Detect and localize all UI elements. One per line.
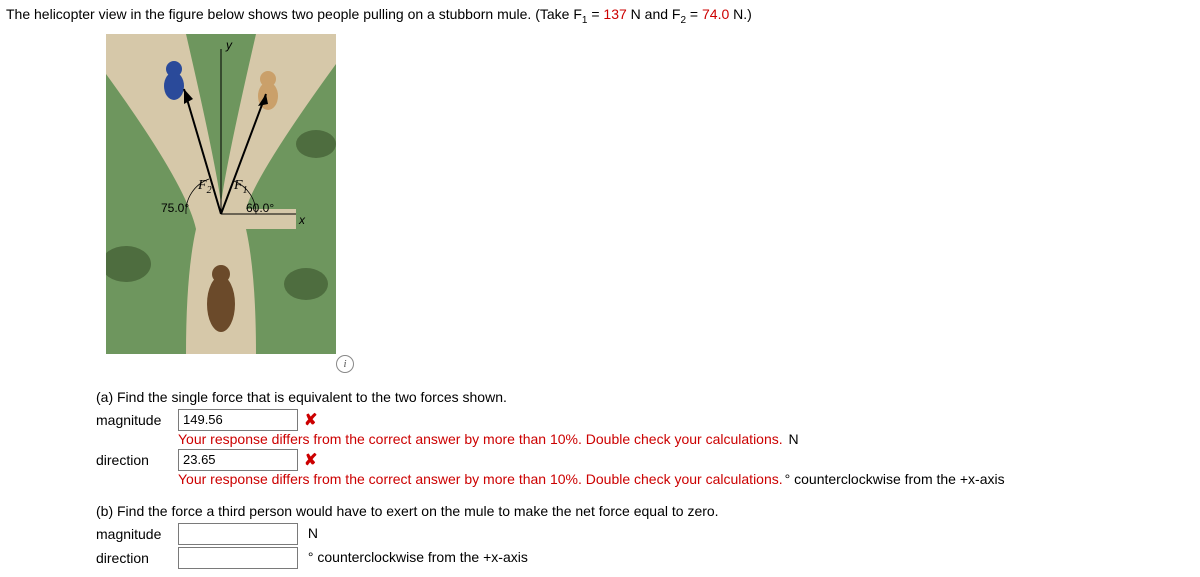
part-b-direction-row: direction ° counterclockwise from the +x… [96,547,1194,569]
magnitude-input-a[interactable] [178,409,298,431]
mag-unit-a: N [785,431,799,447]
part-b-magnitude-row: magnitude N [96,523,1194,545]
magnitude-label-a: magnitude [96,409,178,428]
dir-unit-b: ° counterclockwise from the +x-axis [308,549,528,565]
magnitude-input-b[interactable] [178,523,298,545]
intro-text: The helicopter view in the figure below … [6,6,573,22]
angle1-text: 60.0° [246,201,274,215]
magnitude-feedback-a: Your response differs from the correct a… [178,431,1194,447]
f2-value: 74.0 [702,6,729,22]
mid-text: N and [627,6,672,22]
direction-input-b[interactable] [178,547,298,569]
bush-2 [284,268,328,300]
bush-3 [296,130,336,158]
magnitude-label-b: magnitude [96,523,178,542]
info-icon[interactable]: i [336,355,354,373]
f1-value: 137 [603,6,626,22]
figure-container: x y F1 F2 60.0° 75.0° i [106,34,1194,373]
eq2: = [686,6,702,22]
person-left-body [164,72,184,100]
eq1: = [587,6,603,22]
mule-body [207,276,235,332]
angle2-text: 75.0° [161,201,189,215]
part-a-prompt: (a) Find the single force that is equiva… [96,389,1194,405]
direction-feedback-a: Your response differs from the correct a… [178,471,1194,487]
wrong-icon: ✘ [304,410,317,430]
direction-label-b: direction [96,547,178,566]
y-axis-label: y [225,38,233,52]
x-axis-label: x [298,213,306,227]
f1-sym: F [573,6,582,22]
part-a-direction-row: direction ✘ Your response differs from t… [96,449,1194,487]
wrong-icon: ✘ [304,450,317,470]
figure-svg: x y F1 F2 60.0° 75.0° [106,34,336,354]
direction-label-a: direction [96,449,178,468]
problem-statement: The helicopter view in the figure below … [6,6,1194,26]
mag-unit-b: N [308,525,318,541]
part-b-prompt: (b) Find the force a third person would … [96,503,1194,519]
part-a-magnitude-row: magnitude ✘ Your response differs from t… [96,409,1194,447]
mule-head [212,265,230,283]
end-text: N.) [729,6,752,22]
dir-unit-a: ° counterclockwise from the +x-axis [785,471,1005,487]
direction-input-a[interactable] [178,449,298,471]
